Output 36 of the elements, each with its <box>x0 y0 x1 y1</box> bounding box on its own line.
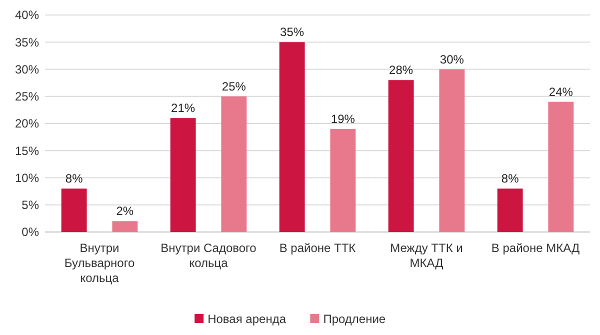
data-label: 35% <box>280 25 304 40</box>
data-label: 30% <box>440 52 464 66</box>
y-tick-label: 35% <box>14 35 40 50</box>
data-label: 25% <box>222 79 246 94</box>
bar <box>61 188 87 232</box>
y-tick-label: 20% <box>14 116 40 131</box>
bar <box>330 128 356 232</box>
data-label: 24% <box>548 84 574 99</box>
data-label: 28% <box>389 63 414 78</box>
y-tick-label: 5% <box>22 198 40 212</box>
bar <box>112 221 138 232</box>
data-label: 8% <box>65 172 84 186</box>
bar <box>221 96 247 232</box>
y-tick-label: 40% <box>14 8 40 22</box>
bar <box>170 118 196 232</box>
data-label: 19% <box>330 112 356 126</box>
y-tick-label: 25% <box>14 90 40 104</box>
y-tick-label: 15% <box>14 144 40 158</box>
legend-label: Продление <box>323 312 386 326</box>
bar <box>279 42 305 232</box>
bar <box>388 80 414 232</box>
x-tick-label: Внутри Бульварного кольца <box>64 241 135 285</box>
bar <box>548 102 574 232</box>
x-tick-label: Внутри Садового кольца <box>160 241 257 270</box>
bar <box>439 69 465 232</box>
y-tick-label: 30% <box>14 62 40 76</box>
data-label: 21% <box>171 101 196 116</box>
bar <box>497 188 523 232</box>
legend-label: Новая аренда <box>208 312 286 326</box>
y-tick-label: 0% <box>22 225 40 240</box>
y-tick-label: 10% <box>14 170 40 185</box>
data-label: 8% <box>501 172 520 186</box>
data-label: 2% <box>116 204 134 218</box>
x-tick-label: В районе ТТК <box>279 241 356 255</box>
x-tick-label: В районе МКАД <box>491 241 580 255</box>
x-tick-label: Между ТТК и МКАД <box>390 241 463 270</box>
